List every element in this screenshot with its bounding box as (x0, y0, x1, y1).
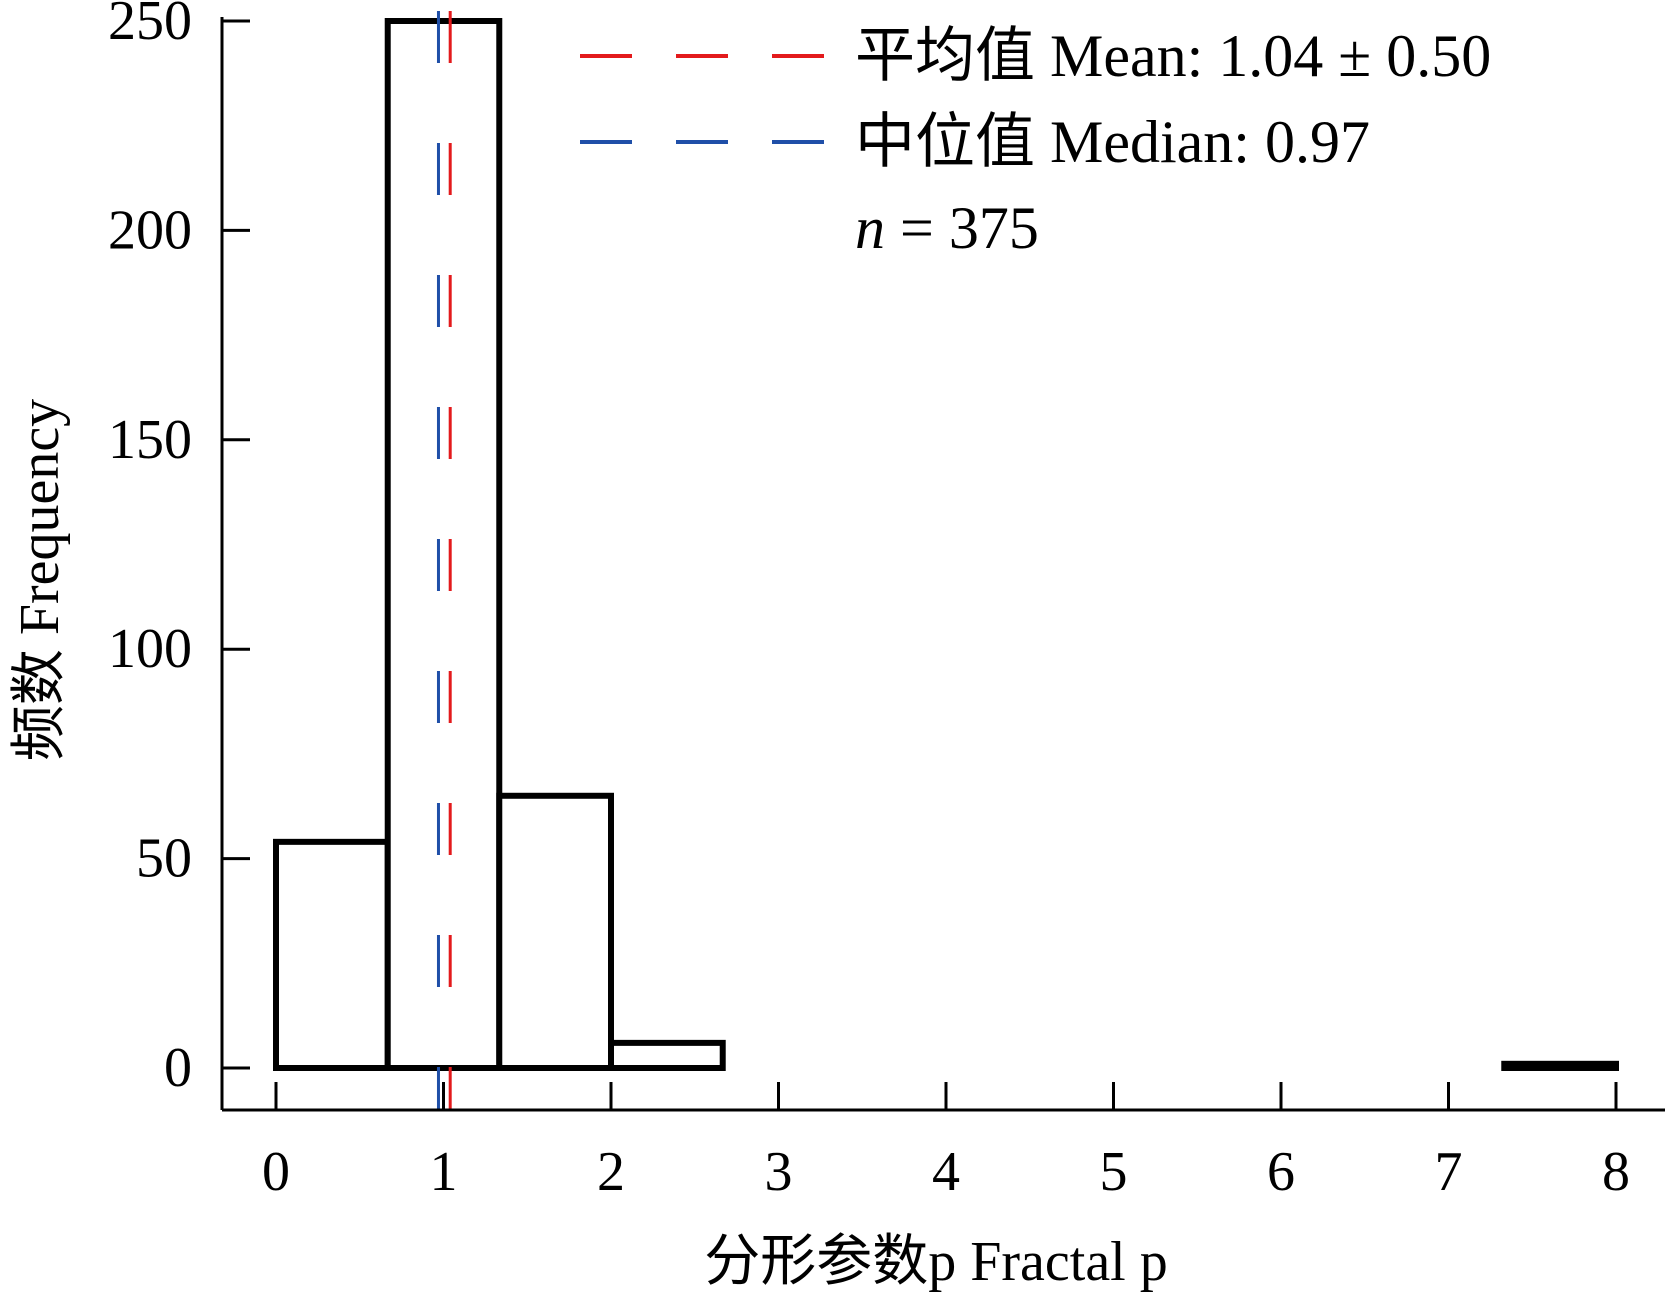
x-tick-label: 6 (1267, 1141, 1295, 1203)
axes-layer: 0 50 100 150 200 250 0 1 2 3 4 5 6 7 8 (108, 0, 1665, 1203)
y-tick-label: 150 (108, 409, 192, 471)
x-tick-label: 8 (1602, 1141, 1630, 1203)
y-tick-label: 250 (108, 0, 192, 52)
x-tick-label: 0 (262, 1141, 290, 1203)
histogram-bar-1 (384, 18, 503, 1071)
x-tick-label: 7 (1435, 1141, 1463, 1203)
legend: 平均值 Mean: 1.04 ± 0.50 中位值 Median: 0.97 n =… (580, 23, 1491, 261)
legend-entry: 中位值 Median: 0.97 (855, 109, 1370, 175)
y-axis-label: 频数 Frequency (9, 399, 71, 761)
bars-layer (273, 18, 1619, 1072)
y-tick-label: 50 (136, 828, 192, 890)
histogram-bar-0 (273, 838, 391, 1072)
histogram-bar-11 (1501, 1060, 1619, 1072)
x-tick-label: 5 (1100, 1141, 1128, 1203)
y-tick-label: 100 (108, 618, 192, 680)
axis-labels: 分形参数p Fractal p 频数 Frequency (9, 399, 1168, 1293)
histogram-bar-3 (608, 1039, 726, 1071)
y-tick-label: 0 (164, 1037, 192, 1099)
x-tick-label: 1 (430, 1141, 458, 1203)
x-axis-label: 分形参数p Fractal p (704, 1231, 1167, 1293)
x-tick-label: 4 (932, 1141, 960, 1203)
x-tick-label: 2 (597, 1141, 625, 1203)
y-tick-label: 200 (108, 199, 192, 261)
legend-sample-size: n = 375 (855, 195, 1039, 261)
histogram-bar-2 (496, 792, 614, 1072)
x-tick-label: 3 (765, 1141, 793, 1203)
legend-entry: 平均值 Mean: 1.04 ± 0.50 (855, 23, 1491, 89)
reference-lines-layer (436, 11, 452, 1110)
